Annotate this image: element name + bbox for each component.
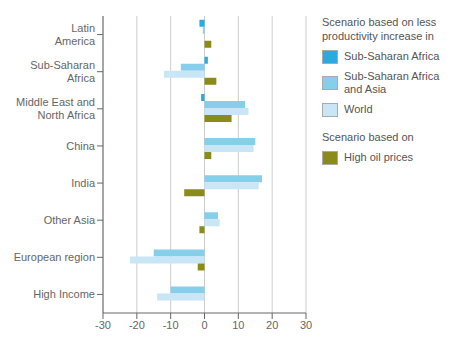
svg-text:10: 10 — [232, 319, 244, 331]
svg-text:-30: -30 — [95, 319, 111, 331]
svg-text:High Income: High Income — [33, 288, 95, 300]
svg-text:European region: European region — [14, 251, 95, 263]
svg-text:LatinAmerica: LatinAmerica — [55, 22, 96, 47]
svg-text:Sub-SaharanAfrica: Sub-SaharanAfrica — [30, 59, 96, 84]
svg-text:India: India — [71, 177, 96, 189]
svg-text:Other Asia: Other Asia — [44, 214, 96, 226]
svg-text:0: 0 — [201, 319, 207, 331]
html-text:World: World — [344, 103, 373, 116]
svg-text:30: 30 — [300, 319, 312, 331]
html-text:Scenario based on less product: Scenario based on less productivity incr… — [322, 16, 437, 42]
svg-text:-10: -10 — [163, 319, 179, 331]
html-text:Scenario based on: Scenario based on — [322, 131, 414, 143]
svg-text:20: 20 — [266, 319, 278, 331]
svg-text:China: China — [66, 140, 96, 152]
html-text:High oil prices: High oil prices — [344, 150, 414, 163]
html-text:Sub-Saharan Africa: Sub-Saharan Africa — [344, 49, 440, 62]
html-text:Sub-Saharan Africa and Asia: Sub-Saharan Africa and Asia — [344, 69, 440, 96]
svg-text:-20: -20 — [129, 319, 145, 331]
svg-text:Middle East andNorth Africa: Middle East andNorth Africa — [16, 96, 96, 121]
